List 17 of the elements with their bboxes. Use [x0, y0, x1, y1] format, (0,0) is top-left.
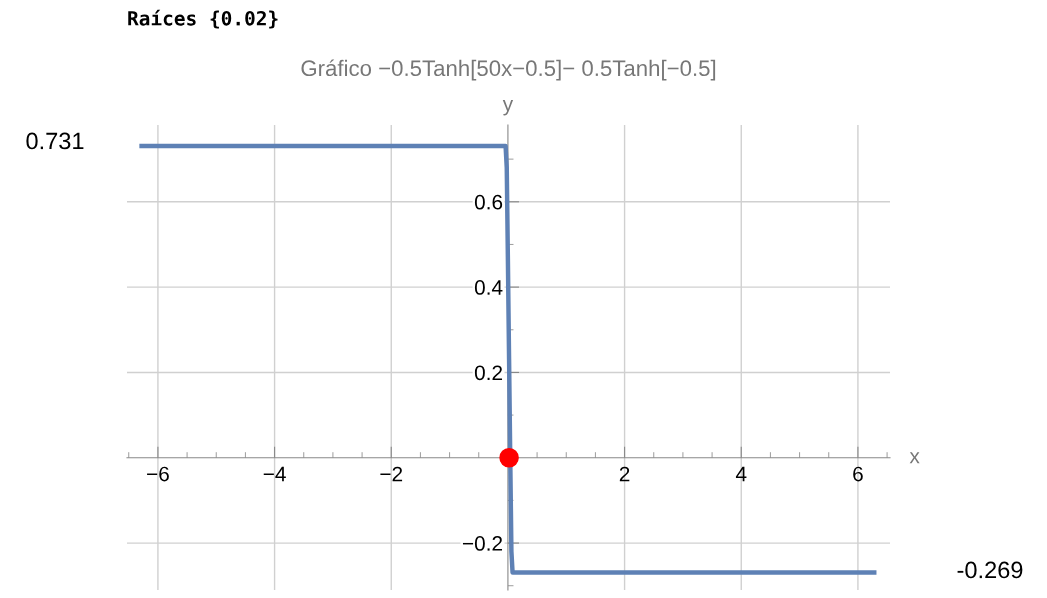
y-tick-label: 0.4 [474, 280, 503, 295]
chart-title: Gráfico −0.5Tanh[50x−0.5]− 0.5Tanh[−0.5] [301, 59, 716, 81]
line-series [139, 143, 877, 575]
x-tick-label: −2 [380, 466, 403, 482]
text: -0.269 [957, 561, 1023, 579]
x-tick-label: −4 [263, 466, 286, 482]
text: Raíces {0.02} [128, 9, 278, 29]
x-tick-label: −6 [147, 466, 169, 482]
y-axis-title: y [502, 100, 514, 116]
x-tick-label: 6 [853, 466, 863, 482]
x-tick-label: 2 [619, 466, 630, 482]
x-tick-label: 4 [735, 466, 747, 482]
x-axis-title: x [909, 452, 920, 464]
y-tick-label: 0.6 [474, 194, 503, 210]
y-tick-label: 0.2 [474, 365, 503, 381]
text: 0.731 [26, 132, 84, 150]
y-tick-label: −0.2 [462, 536, 503, 551]
